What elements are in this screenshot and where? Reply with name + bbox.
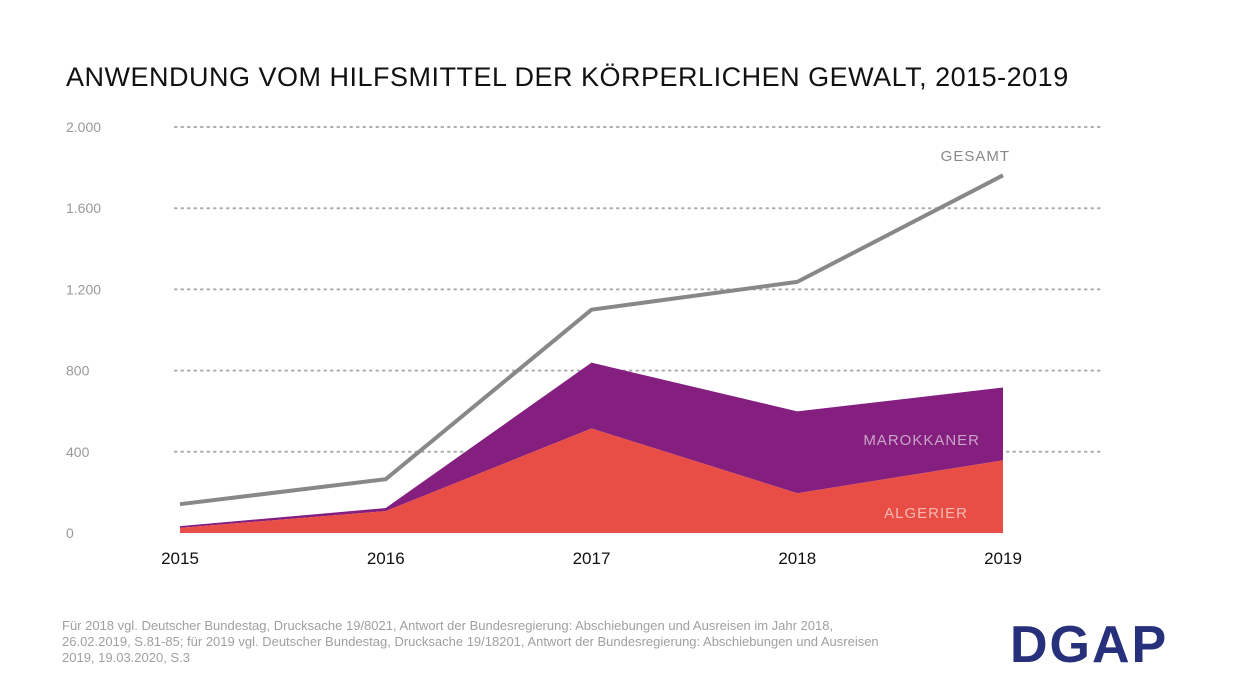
- x-tick-label: 2019: [984, 549, 1022, 568]
- source-note: Für 2018 vgl. Deutscher Bundestag, Druck…: [62, 618, 879, 665]
- x-tick-label: 2018: [778, 549, 816, 568]
- area-algerier: [180, 428, 1003, 533]
- dgap-logo: DGAP: [1010, 616, 1169, 674]
- y-tick-label: 2.000: [66, 119, 101, 135]
- legend-gesamt: GESAMT: [941, 148, 1010, 165]
- x-tick-label: 2015: [161, 549, 199, 568]
- legend-algerier: ALGERIER: [884, 505, 968, 522]
- y-tick-label: 800: [66, 363, 90, 379]
- y-tick-label: 400: [66, 444, 90, 460]
- y-tick-label: 0: [66, 525, 74, 541]
- legend-marokkaner: MAROKKANER: [863, 432, 980, 449]
- y-tick-label: 1.600: [66, 200, 101, 216]
- area-marokkaner: [180, 362, 1003, 528]
- chart-title: ANWENDUNG VOM HILFSMITTEL DER KÖRPERLICH…: [66, 62, 1069, 92]
- x-tick-label: 2016: [367, 549, 405, 568]
- x-tick-label: 2017: [573, 549, 611, 568]
- y-tick-label: 1.200: [66, 281, 101, 297]
